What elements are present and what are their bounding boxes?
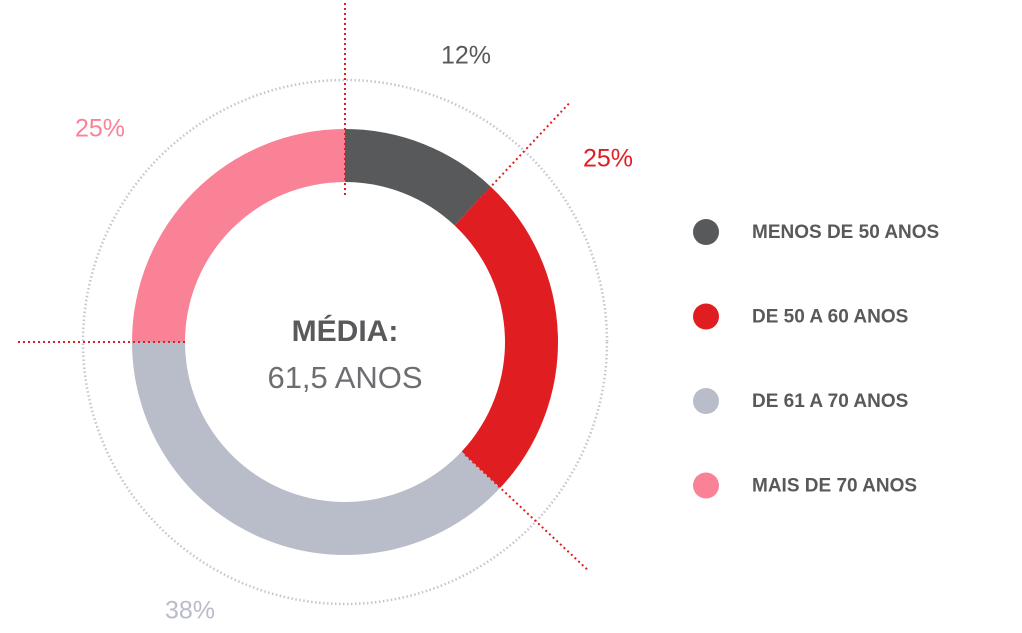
slices — [132, 129, 558, 555]
dotted-ring — [81, 78, 609, 606]
legend-swatch — [693, 219, 719, 245]
guides — [15, 3, 590, 573]
guide-line — [464, 454, 590, 573]
slice — [345, 129, 491, 226]
value-label: 12% — [441, 42, 491, 70]
legend-label: MENOS DE 50 ANOS — [752, 222, 939, 243]
center-text: 61,5 ANOS — [267, 360, 422, 395]
slice — [132, 342, 501, 555]
legend-label: DE 50 A 60 ANOS — [752, 307, 908, 328]
value-label: 38% — [165, 597, 215, 625]
legend-swatch — [693, 303, 719, 330]
slice — [132, 129, 345, 342]
legend-swatch — [693, 472, 719, 499]
legend-label: DE 61 A 70 ANOS — [752, 391, 908, 412]
center-title: MÉDIA: — [292, 314, 399, 348]
value-label: 25% — [75, 115, 125, 143]
legend-swatch — [693, 388, 719, 414]
slice — [454, 186, 558, 488]
value-label: 25% — [583, 145, 633, 173]
legend-label: MAIS DE 70 ANOS — [752, 476, 917, 497]
guide-line — [477, 100, 572, 201]
